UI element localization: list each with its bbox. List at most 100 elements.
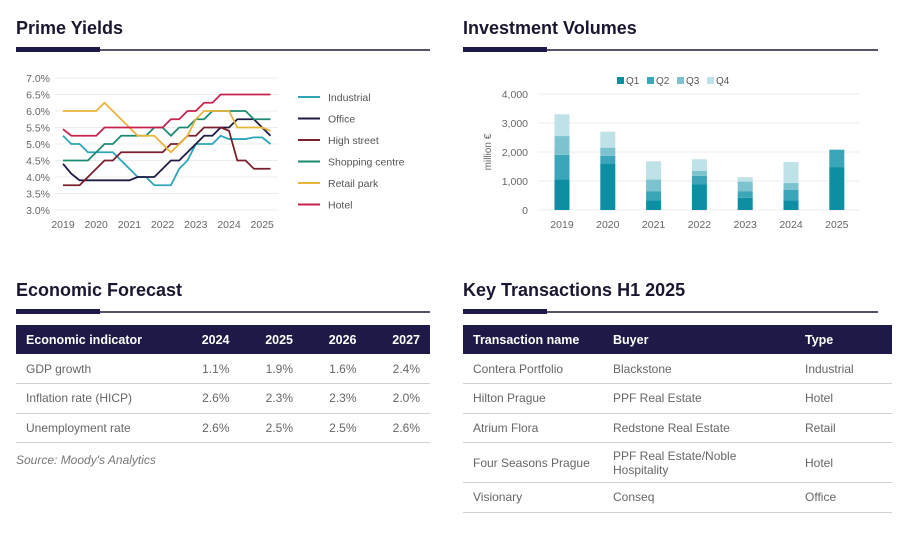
x-tick-label: 2025 (825, 219, 849, 231)
table-row: Contera Portfolio Blackstone Industrial (463, 354, 892, 384)
value-cell: 2.6% (366, 413, 430, 443)
value-cell: 2.4% (366, 354, 430, 384)
bar-q1-2022 (691, 184, 707, 210)
bar-q1-2021 (646, 200, 662, 210)
value-cell: 2.0% (366, 383, 430, 414)
x-tick-label: 2025 (251, 219, 275, 231)
bar-q2-2025 (829, 149, 845, 168)
bar-q2-2019 (554, 154, 570, 180)
legend-swatch (647, 77, 654, 84)
transaction-name-cell: Visionary (463, 482, 603, 513)
x-tick-label: 2020 (85, 219, 109, 231)
series-line-hotel (62, 93, 271, 137)
bar-q2-2024 (783, 189, 799, 201)
economic-forecast-title: Economic Forecast (16, 280, 183, 300)
header-transaction-name: Transaction name (463, 325, 603, 354)
table-header-row: Transaction name Buyer Type (463, 325, 892, 354)
legend-label: Q2 (656, 76, 670, 87)
buyer-cell: Conseq (603, 482, 795, 513)
legend-label: Retail park (328, 178, 379, 190)
type-cell: Retail (795, 413, 892, 443)
header-2026: 2026 (303, 325, 367, 354)
x-tick-label: 2024 (779, 219, 803, 231)
bar-q3-2019 (554, 136, 570, 155)
x-tick-label: 2021 (642, 219, 666, 231)
y-tick-label: 4.0% (26, 172, 50, 184)
transaction-name-cell: Contera Portfolio (463, 354, 603, 384)
table-row: Unemployment rate 2.6% 2.5% 2.5% 2.6% (16, 413, 430, 443)
y-tick-label: 3.0% (26, 205, 50, 217)
type-cell: Hotel (795, 442, 892, 483)
legend-label: High street (328, 135, 379, 147)
bar-q2-2021 (646, 191, 662, 201)
y-tick-label: 0 (522, 205, 528, 217)
legend-label: Hotel (328, 200, 353, 212)
x-tick-label: 2024 (217, 219, 241, 231)
transaction-name-cell: Atrium Flora (463, 413, 603, 443)
table-row: GDP growth 1.1% 1.9% 1.6% 2.4% (16, 354, 430, 384)
bar-q3-2022 (691, 170, 707, 176)
x-tick-label: 2019 (550, 219, 574, 231)
y-axis-label: million € (483, 133, 494, 170)
bar-q3-2024 (783, 183, 799, 190)
indicator-cell: GDP growth (16, 354, 176, 384)
table-row: Atrium Flora Redstone Real Estate Retail (463, 413, 892, 443)
x-tick-label: 2023 (184, 219, 208, 231)
bar-q2-2020 (600, 155, 616, 164)
value-cell: 1.1% (176, 354, 240, 384)
value-cell: 1.6% (303, 354, 367, 384)
table-header-row: Economic indicator 2024 2025 2026 2027 (16, 325, 430, 354)
economic-forecast-rule (16, 309, 430, 314)
type-cell: Office (795, 482, 892, 513)
y-tick-label: 3.5% (26, 189, 50, 201)
legend-label: Q1 (626, 76, 640, 87)
y-tick-label: 6.0% (26, 106, 50, 118)
x-tick-label: 2019 (51, 219, 75, 231)
x-tick-label: 2020 (596, 219, 620, 231)
legend-label: Office (328, 114, 355, 126)
bar-q4-2024 (783, 161, 799, 184)
value-cell: 1.9% (239, 354, 303, 384)
transaction-name-cell: Four Seasons Prague (463, 442, 603, 483)
bar-q4-2020 (600, 131, 616, 148)
y-tick-label: 2,000 (502, 147, 528, 159)
value-cell: 2.3% (303, 383, 367, 414)
bar-q4-2023 (737, 177, 753, 182)
y-tick-label: 7.0% (26, 73, 50, 85)
source-note: Source: Moody's Analytics (16, 453, 156, 467)
x-tick-label: 2022 (151, 219, 175, 231)
bar-q1-2024 (783, 200, 799, 210)
header-2024: 2024 (176, 325, 240, 354)
y-tick-label: 4,000 (502, 89, 528, 101)
bar-q4-2022 (691, 159, 707, 171)
value-cell: 2.5% (303, 413, 367, 443)
indicator-cell: Unemployment rate (16, 413, 176, 443)
bar-q3-2021 (646, 179, 662, 192)
series-line-shopping-centre (63, 110, 271, 162)
legend-label: Industrial (328, 92, 371, 104)
bar-q1-2019 (554, 179, 570, 210)
header-type: Type (795, 325, 892, 354)
y-tick-label: 4.5% (26, 156, 50, 168)
bar-q4-2021 (646, 161, 662, 180)
bar-q3-2023 (737, 181, 753, 192)
type-cell: Hotel (795, 383, 892, 414)
key-transactions-rule (463, 309, 878, 314)
value-cell: 2.3% (239, 383, 303, 414)
bar-q1-2025 (829, 167, 845, 210)
key-transactions-table: Transaction name Buyer Type Contera Port… (463, 325, 892, 513)
y-tick-label: 6.5% (26, 90, 50, 102)
header-2025: 2025 (239, 325, 303, 354)
header-2027: 2027 (366, 325, 430, 354)
bar-q2-2023 (737, 191, 753, 198)
bar-q3-2020 (600, 147, 616, 156)
y-tick-label: 5.5% (26, 123, 50, 135)
table-row: Visionary Conseq Office (463, 482, 892, 513)
economic-forecast-table: Economic indicator 2024 2025 2026 2027 G… (16, 325, 430, 443)
bar-q4-2019 (554, 114, 570, 137)
legend-swatch (707, 77, 714, 84)
table-row: Four Seasons Prague PPF Real Estate/Noble… (463, 442, 892, 483)
y-tick-label: 1,000 (502, 176, 528, 188)
value-cell: 2.6% (176, 383, 240, 414)
x-tick-label: 2023 (734, 219, 758, 231)
